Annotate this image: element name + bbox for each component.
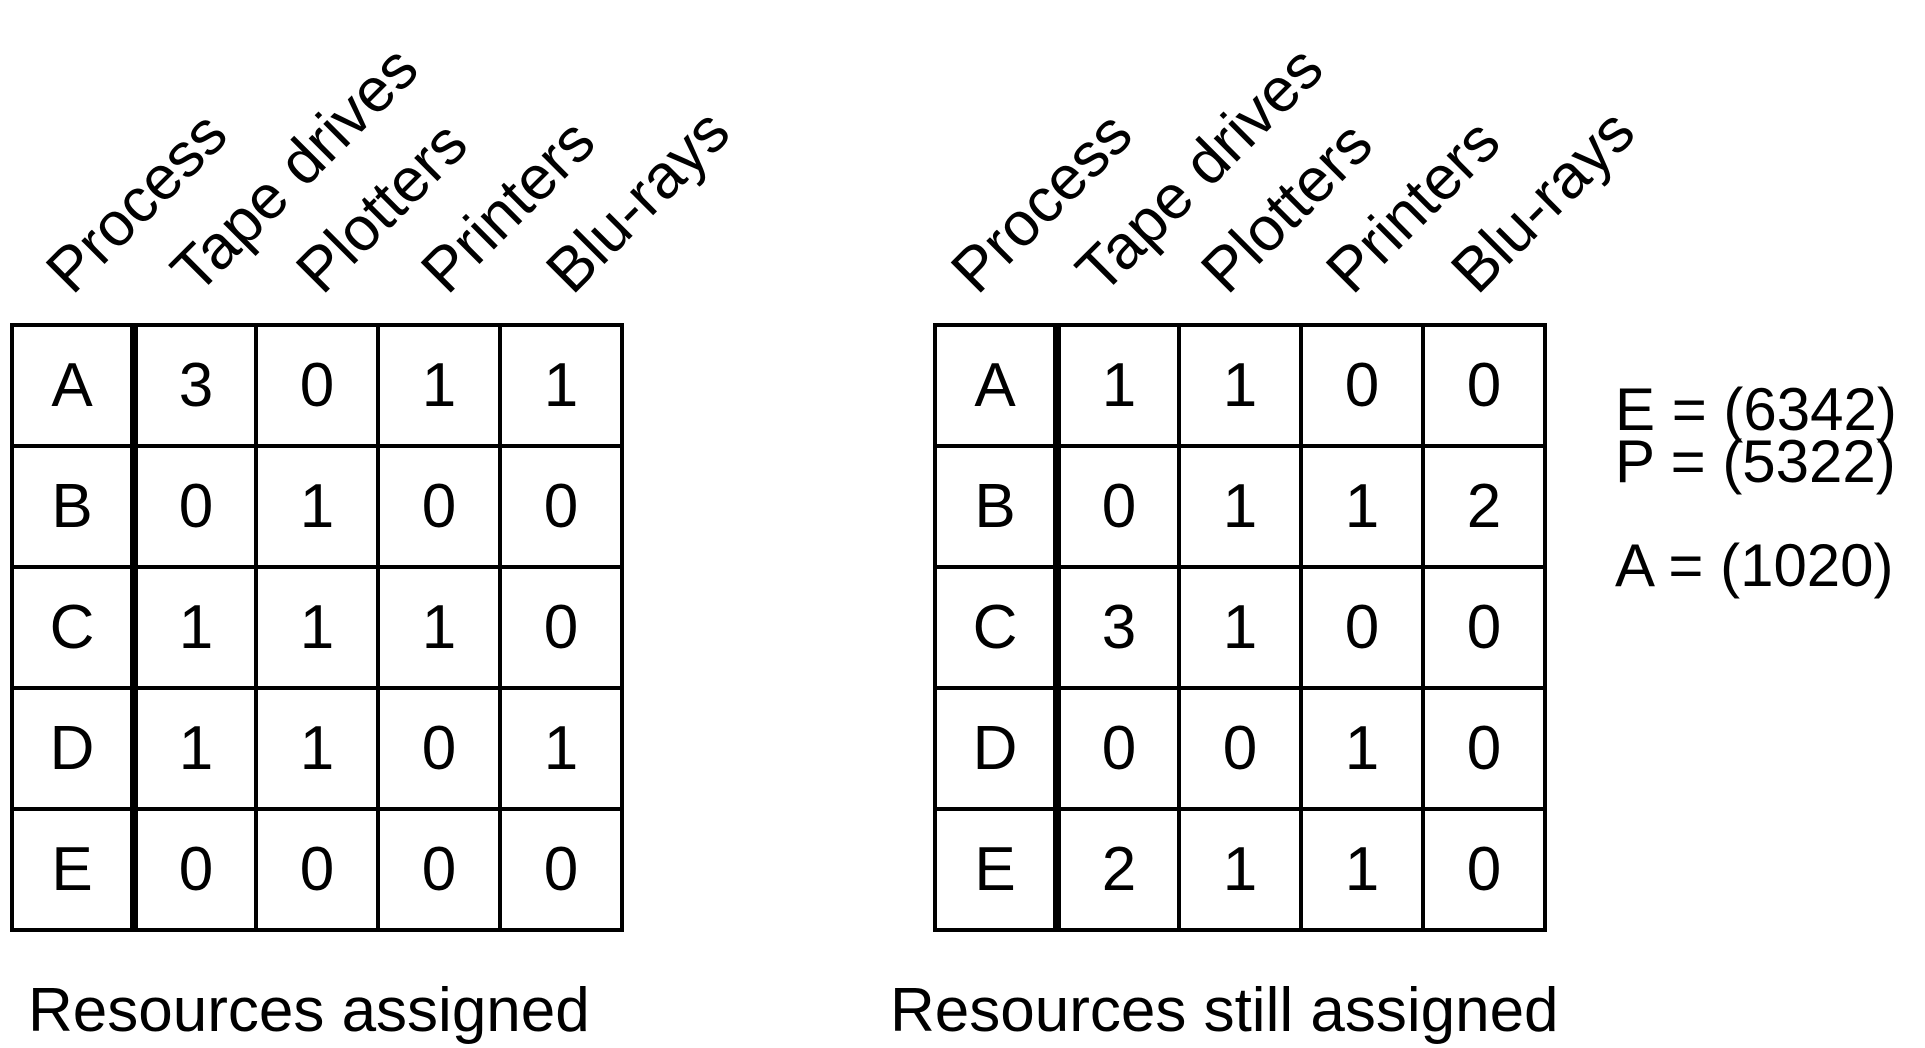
value-cell: 1 [1299,686,1425,811]
value-cell: 1 [254,444,380,569]
available-resources-vector: A = (1020) [1615,532,1894,599]
value-cell: 1 [1055,323,1181,448]
value-cell: 0 [1421,565,1547,690]
value-cell: 0 [1055,686,1181,811]
process-cell: D [10,686,138,811]
value-cell: 0 [1421,686,1547,811]
value-cell: 1 [254,686,380,811]
resources-still-assigned-table: A 1 1 0 0 B 0 1 1 2 C 3 1 0 0 D 0 0 1 0 … [933,323,1547,932]
value-cell: 0 [376,686,502,811]
process-cell: A [933,323,1061,448]
value-cell: 0 [1421,323,1547,448]
process-cell: B [10,444,138,569]
resources-assigned-table: A 3 0 1 1 B 0 1 0 0 C 1 1 1 0 D 1 1 0 1 … [10,323,624,932]
value-cell: 0 [376,807,502,932]
value-cell: 1 [1177,323,1303,448]
table-row: A 1 1 0 0 [933,323,1547,448]
value-cell: 0 [254,323,380,448]
value-cell: 1 [1299,444,1425,569]
table-row: B 0 1 1 2 [933,444,1547,569]
value-cell: 0 [498,444,624,569]
value-cell: 0 [1299,323,1425,448]
value-cell: 0 [498,565,624,690]
table-row: A 3 0 1 1 [10,323,624,448]
process-cell: A [10,323,138,448]
existing-resources-vector: E = (6342) [1615,376,1897,443]
value-cell: 1 [376,323,502,448]
left-caption: Resources assigned [28,976,590,1045]
value-cell: 0 [498,807,624,932]
value-cell: 1 [254,565,380,690]
value-cell: 1 [1177,444,1303,569]
value-cell: 0 [1421,807,1547,932]
value-cell: 0 [1299,565,1425,690]
value-cell: 0 [132,444,258,569]
process-cell: B [933,444,1061,569]
value-cell: 0 [132,807,258,932]
table-row: E 0 0 0 0 [10,807,624,932]
right-caption: Resources still assigned [890,976,1559,1045]
value-cell: 1 [132,686,258,811]
table-row: E 2 1 1 0 [933,807,1547,932]
value-cell: 1 [132,565,258,690]
value-cell: 1 [376,565,502,690]
process-cell: E [933,807,1061,932]
table-row: D 0 0 1 0 [933,686,1547,811]
process-cell: C [10,565,138,690]
value-cell: 1 [498,323,624,448]
value-cell: 1 [1177,807,1303,932]
value-cell: 0 [1177,686,1303,811]
table-row: C 3 1 0 0 [933,565,1547,690]
value-cell: 0 [1055,444,1181,569]
value-cell: 0 [254,807,380,932]
table-row: B 0 1 0 0 [10,444,624,569]
value-cell: 1 [1299,807,1425,932]
value-cell: 0 [376,444,502,569]
value-cell: 2 [1421,444,1547,569]
value-cell: 2 [1055,807,1181,932]
table-row: D 1 1 0 1 [10,686,624,811]
value-cell: 1 [498,686,624,811]
possessed-resources-vector: P = (5322) [1615,428,1896,495]
value-cell: 3 [1055,565,1181,690]
value-cell: 1 [1177,565,1303,690]
value-cell: 3 [132,323,258,448]
process-cell: C [933,565,1061,690]
process-cell: E [10,807,138,932]
table-row: C 1 1 1 0 [10,565,624,690]
process-cell: D [933,686,1061,811]
